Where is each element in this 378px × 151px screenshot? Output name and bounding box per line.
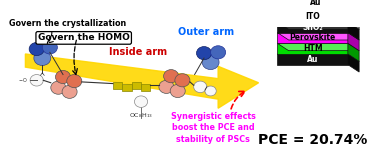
Bar: [277, 22, 348, 33]
Text: ITO: ITO: [305, 12, 320, 21]
Polygon shape: [348, 54, 359, 72]
Polygon shape: [277, 11, 359, 19]
Text: OC$_8$H$_{13}$: OC$_8$H$_{13}$: [129, 111, 153, 120]
Polygon shape: [348, 33, 359, 51]
Text: HTM: HTM: [303, 44, 322, 53]
Bar: [122, 84, 132, 91]
Circle shape: [159, 80, 174, 93]
Circle shape: [30, 75, 43, 86]
Circle shape: [211, 46, 226, 59]
Circle shape: [164, 70, 179, 83]
Circle shape: [42, 41, 57, 54]
Circle shape: [29, 42, 44, 56]
Polygon shape: [348, 11, 359, 29]
Text: Govern the HOMO: Govern the HOMO: [38, 33, 130, 42]
Text: Au: Au: [307, 55, 318, 64]
Polygon shape: [25, 54, 259, 108]
Polygon shape: [277, 43, 359, 51]
Circle shape: [51, 81, 66, 94]
Polygon shape: [277, 54, 359, 61]
Text: Outer arm: Outer arm: [178, 27, 234, 37]
Ellipse shape: [293, 7, 303, 12]
Ellipse shape: [307, 7, 317, 12]
Circle shape: [135, 96, 148, 107]
Text: Synergistic effects
boost the PCE and
stability of PSCs: Synergistic effects boost the PCE and st…: [171, 112, 256, 144]
Polygon shape: [348, 22, 359, 40]
Bar: [277, 54, 348, 65]
Bar: [113, 82, 122, 89]
Text: Govern the crystallization: Govern the crystallization: [9, 19, 126, 28]
Polygon shape: [348, 43, 359, 61]
Circle shape: [175, 74, 190, 87]
Text: Perovskite: Perovskite: [290, 33, 336, 42]
Ellipse shape: [280, 7, 290, 12]
FancyBboxPatch shape: [272, 4, 353, 15]
Bar: [277, 11, 348, 22]
Bar: [277, 33, 348, 43]
Circle shape: [62, 85, 77, 98]
Bar: [132, 82, 141, 89]
Polygon shape: [277, 33, 359, 40]
Circle shape: [34, 51, 51, 66]
Text: Au: Au: [310, 0, 321, 8]
Text: Inside arm: Inside arm: [109, 47, 167, 57]
Circle shape: [205, 86, 216, 96]
Circle shape: [56, 70, 71, 84]
Text: PCE = 20.74%: PCE = 20.74%: [259, 133, 368, 147]
Text: $-$O: $-$O: [18, 76, 27, 84]
Bar: [277, 43, 348, 54]
Text: SnO₂: SnO₂: [302, 23, 323, 32]
Polygon shape: [277, 22, 359, 29]
Bar: [141, 84, 150, 91]
Ellipse shape: [321, 7, 332, 12]
Circle shape: [170, 84, 185, 98]
Circle shape: [202, 55, 219, 70]
Circle shape: [194, 81, 207, 93]
Circle shape: [197, 47, 212, 60]
Circle shape: [67, 75, 82, 88]
Ellipse shape: [334, 7, 345, 12]
